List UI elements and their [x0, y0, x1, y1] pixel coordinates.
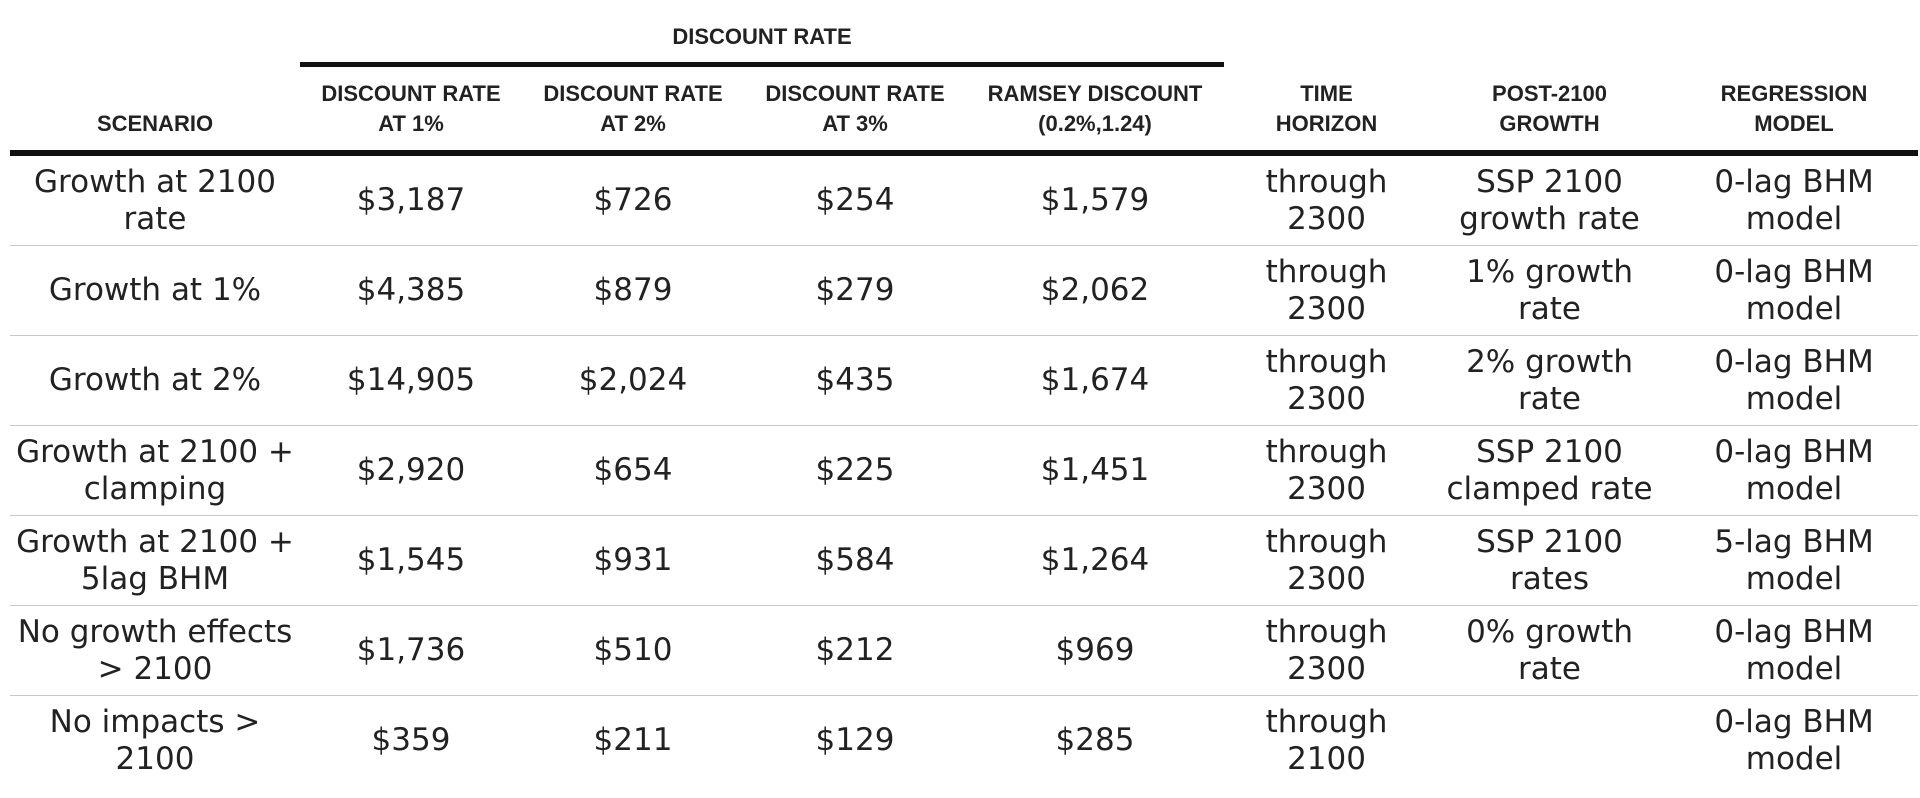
cell-discount-rate-1: $4,385: [300, 245, 522, 336]
cell-discount-rate-1: $1,736: [300, 605, 522, 696]
table-row: No growth effects > 2100 $1,736 $510 $21…: [10, 605, 1919, 696]
cell-ramsey-discount: $1,579: [966, 153, 1225, 246]
cell-discount-rate-2: $510: [522, 605, 744, 696]
cell-post-2100-growth: SSP 2100 clamped rate: [1429, 425, 1671, 516]
cell-regression-model: 0-lag BHM model: [1670, 245, 1919, 336]
cell-scenario: Growth at 2100 + 5lag BHM: [10, 515, 300, 606]
header-discount-rate-1: DISCOUNT RATE AT 1%: [300, 64, 522, 156]
cell-ramsey-discount: $969: [966, 605, 1225, 696]
cell-time-horizon: through 2300: [1224, 605, 1430, 696]
cell-discount-rate-1: $1,545: [300, 515, 522, 606]
cell-discount-rate-1: $3,187: [300, 153, 522, 246]
table-row: No impacts > 2100 $359 $211 $129 $285 th…: [10, 696, 1918, 786]
cell-regression-model: 0-lag BHM model: [1714, 703, 1874, 777]
cell-ramsey-discount: $1,674: [966, 335, 1225, 426]
cell-time-horizon: through 2300: [1224, 153, 1430, 246]
header-post-2100-growth: POST-2100 GROWTH: [1429, 64, 1671, 156]
cell-time-horizon: through 2300: [1224, 245, 1430, 336]
cell-time-horizon: through 2300: [1224, 335, 1430, 426]
cell-scenario: Growth at 1%: [10, 245, 300, 336]
scenario-discount-table: DISCOUNT RATE SCENARIO DISCOUNT RATE AT 1…: [10, 16, 1919, 786]
cell-discount-rate-1: $2,920: [300, 425, 522, 516]
cell-scenario: Growth at 2%: [10, 335, 300, 426]
cell-discount-rate-2: $931: [522, 515, 744, 606]
cell-ramsey-discount: $1,451: [966, 425, 1225, 516]
cell-discount-rate-3: $212: [744, 605, 966, 696]
table-row: Growth at 1% $4,385 $879 $279 $2,062 thr…: [10, 245, 1919, 336]
header-time-horizon: TIME HORIZON: [1224, 64, 1430, 156]
cell-discount-rate-1: $359: [371, 722, 451, 758]
cell-discount-rate-2: $726: [522, 153, 744, 246]
header-discount-rate-2: DISCOUNT RATE AT 2%: [522, 64, 744, 156]
table-row: Growth at 2% $14,905 $2,024 $435 $1,674 …: [10, 335, 1919, 426]
header-scenario: SCENARIO: [10, 64, 300, 156]
group-spacer-right: [1224, 16, 1918, 62]
header-discount-rate-3: DISCOUNT RATE AT 3%: [744, 64, 966, 156]
cell-time-horizon: through 2100: [1265, 703, 1388, 777]
table-row: Growth at 2100 + 5lag BHM $1,545 $931 $5…: [10, 515, 1919, 606]
cell-discount-rate-3: $254: [744, 153, 966, 246]
cell-scenario: Growth at 2100 + clamping: [10, 425, 300, 516]
cell-ramsey-discount: $2,062: [966, 245, 1225, 336]
column-group-label: DISCOUNT RATE: [672, 24, 852, 49]
table-row: Growth at 2100 rate $3,187 $726 $254 $1,…: [10, 153, 1919, 246]
cell-discount-rate-2: $2,024: [522, 335, 744, 426]
header-ramsey-discount: RAMSEY DISCOUNT (0.2%,1.24): [966, 64, 1225, 156]
cell-post-2100-growth: [1429, 696, 1670, 786]
cell-regression-model: 0-lag BHM model: [1670, 605, 1919, 696]
cell-discount-rate-3: $129: [815, 722, 895, 758]
cell-discount-rate-3: $279: [744, 245, 966, 336]
cell-time-horizon: through 2300: [1224, 515, 1430, 606]
cell-scenario: No growth effects > 2100: [10, 605, 300, 696]
cell-post-2100-growth: SSP 2100 growth rate: [1429, 153, 1671, 246]
cell-discount-rate-2: $211: [593, 722, 673, 758]
cell-scenario: No impacts > 2100: [49, 703, 261, 777]
cell-post-2100-growth: 1% growth rate: [1429, 245, 1671, 336]
cell-scenario: Growth at 2100 rate: [10, 153, 300, 246]
cell-post-2100-growth: SSP 2100 rates: [1429, 515, 1671, 606]
cell-discount-rate-3: $584: [744, 515, 966, 606]
cell-regression-model: 0-lag BHM model: [1670, 153, 1919, 246]
header-regression-model: REGRESSION MODEL: [1670, 64, 1919, 156]
cell-regression-model: 0-lag BHM model: [1670, 425, 1919, 516]
cell-discount-rate-1: $14,905: [300, 335, 522, 426]
cell-post-2100-growth: 2% growth rate: [1429, 335, 1671, 426]
column-group-header: DISCOUNT RATE: [300, 16, 1224, 62]
group-spacer-left: [10, 16, 300, 62]
cell-ramsey-discount: $285: [1055, 722, 1135, 758]
cell-discount-rate-2: $879: [522, 245, 744, 336]
cell-discount-rate-2: $654: [522, 425, 744, 516]
cell-time-horizon: through 2300: [1224, 425, 1430, 516]
column-group-rule: [300, 60, 1225, 67]
cell-ramsey-discount: $1,264: [966, 515, 1225, 606]
cell-post-2100-growth: 0% growth rate: [1429, 605, 1671, 696]
cell-regression-model: 0-lag BHM model: [1670, 335, 1919, 426]
cell-discount-rate-3: $225: [744, 425, 966, 516]
table-row: Growth at 2100 + clamping $2,920 $654 $2…: [10, 425, 1919, 516]
cell-regression-model: 5-lag BHM model: [1670, 515, 1919, 606]
cell-discount-rate-3: $435: [744, 335, 966, 426]
